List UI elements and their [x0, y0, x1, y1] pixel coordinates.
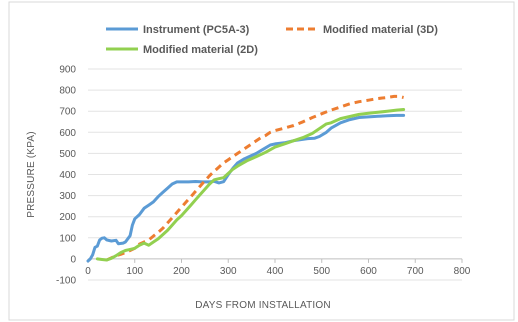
y-tick-label: 800 — [59, 86, 76, 97]
y-axis-ticks: -100 0 100 200 300 400 500 600 700 800 900 — [56, 65, 76, 287]
x-tick-label: 200 — [173, 266, 190, 277]
series-line-2 — [95, 108, 406, 262]
y-tick-label: 500 — [59, 149, 76, 160]
y-tick-label: 400 — [59, 170, 76, 181]
legend: Instrument (PC5A-3) Modified material (3… — [106, 24, 438, 56]
y-tick-label: -100 — [56, 276, 76, 287]
x-tick-label: 100 — [126, 266, 143, 277]
y-tick-label: 900 — [59, 65, 76, 76]
y-tick-label: 600 — [59, 128, 76, 139]
gridlines — [87, 68, 463, 281]
legend-label-modified-3d: Modified material (3D) — [323, 24, 438, 36]
y-tick-label: 0 — [70, 254, 76, 265]
y-axis-title: PRESSURE (KPA) — [26, 131, 37, 218]
legend-label-modified-2d: Modified material (2D) — [143, 44, 258, 56]
x-axis-title: DAYS FROM INSTALLATION — [195, 300, 331, 311]
chart-area-border — [8, 1, 515, 321]
y-tick-label: 100 — [59, 233, 76, 244]
x-tick-label: 600 — [360, 266, 377, 277]
y-tick-label: 300 — [59, 191, 76, 202]
x-tick-label: 800 — [454, 266, 471, 277]
x-tick-label: 300 — [220, 266, 237, 277]
y-tick-label: 700 — [59, 107, 76, 118]
x-tick-label: 700 — [407, 266, 424, 277]
legend-label-instrument: Instrument (PC5A-3) — [143, 24, 250, 36]
x-tick-label: 0 — [85, 266, 91, 277]
y-tick-label: 200 — [59, 212, 76, 223]
x-axis-ticks: 0 100 200 300 400 500 600 700 800 — [85, 266, 471, 277]
series-lines — [86, 94, 406, 263]
x-tick-label: 400 — [267, 266, 284, 277]
series-line-1 — [106, 94, 404, 262]
x-tick-label: 500 — [313, 266, 330, 277]
